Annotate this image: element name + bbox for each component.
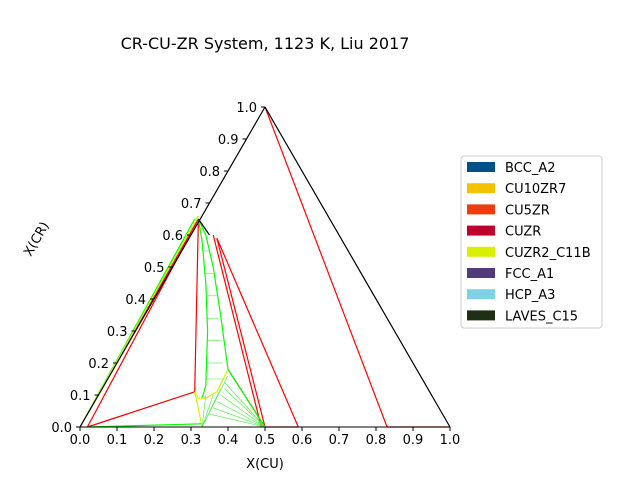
tie-line-8: [213, 407, 266, 428]
y-tick-label: 0.0: [51, 421, 72, 436]
y-tick-label: 0.5: [144, 261, 165, 276]
tie-line-1: [201, 394, 214, 428]
phase-boundary-3: [216, 238, 266, 428]
phase-boundary-5: [194, 218, 199, 392]
phase-boundary-20: [264, 106, 451, 428]
legend-swatch: [467, 204, 495, 215]
x-axis: 0.0 0.1 0.2 0.3 0.4 0.5 0.6 0.7 0.8 0.9 1.0: [70, 426, 461, 448]
phase-boundary-0: [264, 106, 388, 428]
y-tick-label: 0.8: [199, 165, 220, 180]
tie-line-9: [209, 413, 266, 428]
legend-swatch: [467, 225, 495, 236]
phase-boundary-16: [194, 369, 229, 399]
x-tick-label: 0.4: [218, 433, 239, 448]
y-tick-label: 0.2: [88, 357, 109, 372]
phase-boundary-2: [212, 234, 262, 428]
legend-label: HCP_A3: [505, 288, 555, 303]
y-tick-label: 0.9: [218, 133, 239, 148]
legend-label: CUZR2_C11B: [505, 246, 591, 261]
legend-label: CU5ZR: [505, 203, 550, 218]
plot-area: [79, 106, 451, 428]
tie-line-0: [201, 394, 207, 428]
tie-line-4: [224, 381, 266, 428]
tie-line-6: [220, 394, 266, 428]
legend-swatch: [467, 268, 495, 278]
phase-boundary-12: [197, 218, 229, 370]
phase-boundary-1: [216, 237, 299, 428]
y-tick-label: 0.4: [125, 293, 146, 308]
x-tick-label: 0.6: [292, 433, 313, 448]
legend-swatch: [467, 183, 495, 194]
phase-boundary-21: [197, 218, 210, 236]
y-axis-title: X(CR): [21, 219, 53, 259]
legend-swatch: [467, 246, 495, 257]
x-tick-label: 0.3: [181, 433, 202, 448]
legend-label: FCC_A1: [505, 267, 554, 282]
legend-swatch: [467, 310, 495, 321]
legend-label: CUZR: [505, 225, 541, 240]
phase-boundary-4: [87, 391, 195, 428]
x-axis-title: X(CU): [246, 457, 284, 472]
x-tick-label: 0.8: [366, 433, 387, 448]
legend-label: CU10ZR7: [505, 182, 566, 197]
phase-boundary-11: [197, 218, 209, 399]
x-tick-label: 0.2: [144, 433, 165, 448]
chart-title: CR-CU-ZR System, 1123 K, Liu 2017: [121, 34, 410, 53]
y-tick-label: 0.6: [162, 229, 183, 244]
legend: BCC_A2 CU10ZR7 CU5ZR CUZR CUZR2_C11B FCC_A1 HC…: [460, 155, 603, 329]
phase-boundary-17: [194, 391, 203, 428]
y-tick-label: 0.3: [107, 325, 128, 340]
legend-label: BCC_A2: [505, 161, 556, 176]
legend-frame: [460, 155, 603, 329]
x-tick-label: 0.9: [403, 433, 424, 448]
legend-swatch: [467, 162, 495, 172]
y-tick-label: 0.7: [181, 197, 202, 212]
x-tick-label: 0.1: [107, 433, 128, 448]
phase-boundary-13: [227, 369, 266, 428]
y-axis: 0.0 0.1 0.2 0.3 0.4 0.5 0.6 0.7 0.8 0.9 1.0: [51, 101, 265, 436]
tie-line-5: [224, 388, 266, 428]
x-tick-label: 0.5: [255, 433, 276, 448]
phase-boundary-14: [87, 423, 203, 428]
y-tick-label: 0.1: [70, 389, 91, 404]
tie-line-3: [201, 375, 229, 428]
legend-swatch: [467, 289, 495, 300]
x-tick-label: 0.7: [329, 433, 350, 448]
x-tick-label: 0.0: [70, 433, 91, 448]
x-tick-label: 1.0: [440, 433, 461, 448]
y-tick-label: 1.0: [236, 101, 257, 116]
legend-label: LAVES_C15: [505, 309, 578, 324]
tie-line-7: [216, 401, 266, 428]
